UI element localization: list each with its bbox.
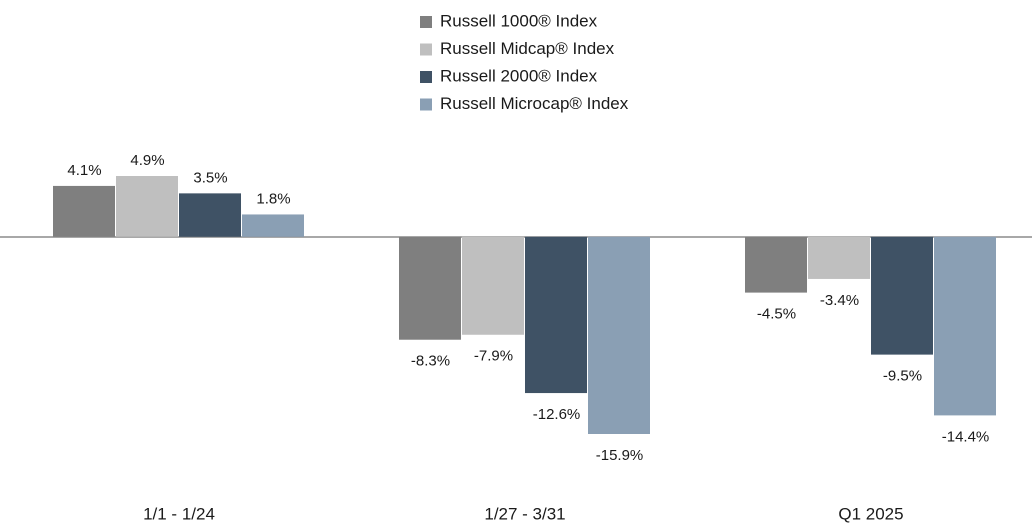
value-label: -14.4%	[942, 428, 990, 445]
legend-label: Russell 2000® Index	[440, 66, 598, 85]
legend-label: Russell 1000® Index	[440, 11, 598, 30]
value-label: -9.5%	[883, 368, 922, 385]
legend-swatch	[420, 98, 432, 111]
bar	[242, 214, 304, 237]
bar	[808, 236, 870, 279]
legend-swatch	[420, 16, 432, 28]
bar	[116, 176, 178, 237]
bar	[871, 236, 933, 355]
bar	[399, 236, 461, 340]
value-label: 1.8%	[256, 190, 290, 207]
bar	[179, 193, 241, 237]
x-tick-label: 1/27 - 3/31	[484, 504, 565, 523]
value-label: 4.9%	[130, 152, 164, 169]
value-label: -7.9%	[474, 348, 513, 365]
value-label: -8.3%	[411, 353, 450, 370]
bar	[53, 185, 115, 237]
value-label: -3.4%	[820, 292, 859, 309]
x-tick-label: 1/1 - 1/24	[143, 504, 215, 523]
value-label: 4.1%	[67, 162, 101, 179]
x-tick-label: Q1 2025	[838, 504, 903, 523]
value-label: -12.6%	[533, 406, 581, 423]
legend-label: Russell Microcap® Index	[440, 94, 629, 113]
bar	[462, 236, 524, 335]
legend-swatch	[420, 71, 432, 83]
value-label: -15.9%	[596, 447, 644, 464]
bar	[525, 236, 587, 394]
legend-label: Russell Midcap® Index	[440, 39, 615, 58]
bar	[934, 236, 996, 416]
value-label: 3.5%	[193, 169, 227, 186]
bar	[588, 236, 650, 434]
bar	[745, 236, 807, 293]
legend-swatch	[420, 43, 432, 56]
value-label: -4.5%	[757, 306, 796, 323]
